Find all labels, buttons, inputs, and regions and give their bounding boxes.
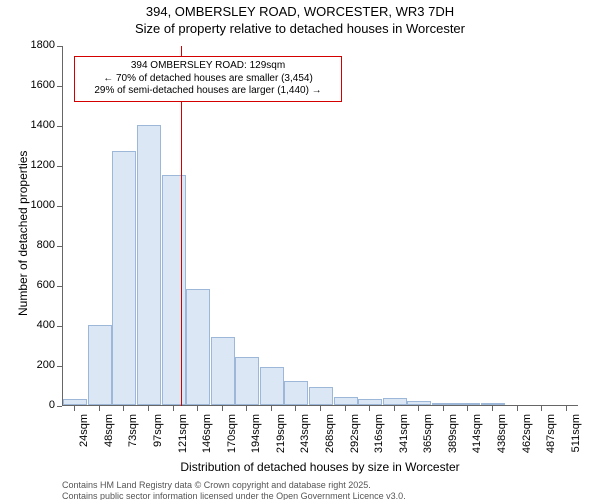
x-tick-label: 219sqm [275,414,287,462]
x-tick-label: 316sqm [373,414,385,462]
y-tick-mark [57,246,62,247]
y-tick-mark [57,86,62,87]
histogram-bar [432,403,456,405]
histogram-bar [260,367,284,405]
annotation-box: 394 OMBERSLEY ROAD: 129sqm ← 70% of deta… [74,56,342,102]
x-tick-label: 365sqm [422,414,434,462]
x-tick-label: 438sqm [496,414,508,462]
histogram-bar [383,398,407,405]
x-tick-label: 243sqm [299,414,311,462]
y-tick-mark [57,286,62,287]
y-tick-label: 1600 [17,79,55,91]
y-tick-mark [57,366,62,367]
footer-line2: Contains public sector information licen… [62,491,406,500]
annotation-line2: ← 70% of detached houses are smaller (3,… [81,73,335,86]
x-tick-mark [197,406,198,411]
x-tick-mark [517,406,518,411]
x-tick-label: 487sqm [545,414,557,462]
x-tick-label: 97sqm [152,414,164,462]
x-tick-label: 146sqm [201,414,213,462]
x-tick-mark [295,406,296,411]
x-tick-mark [173,406,174,411]
histogram-bar [112,151,136,405]
x-tick-label: 462sqm [521,414,533,462]
y-tick-label: 400 [17,319,55,331]
histogram-bar [235,357,259,405]
histogram-bar [186,289,210,405]
y-tick-label: 1000 [17,199,55,211]
x-tick-label: 511sqm [570,414,582,462]
x-tick-mark [148,406,149,411]
x-tick-mark [271,406,272,411]
x-tick-label: 389sqm [447,414,459,462]
x-tick-label: 24sqm [78,414,90,462]
x-tick-mark [99,406,100,411]
histogram-bar [211,337,235,405]
annotation-line3: 29% of semi-detached houses are larger (… [81,85,335,98]
title-sub: Size of property relative to detached ho… [0,21,600,36]
x-tick-label: 341sqm [398,414,410,462]
y-tick-label: 1200 [17,159,55,171]
y-tick-mark [57,326,62,327]
x-tick-mark [418,406,419,411]
annotation-line1: 394 OMBERSLEY ROAD: 129sqm [81,60,335,73]
x-tick-mark [123,406,124,411]
y-tick-label: 1800 [17,39,55,51]
histogram-bar [481,403,505,405]
histogram-bar [309,387,333,405]
histogram-bar [284,381,308,405]
x-tick-mark [541,406,542,411]
footer-line1: Contains HM Land Registry data © Crown c… [62,480,371,490]
x-tick-mark [222,406,223,411]
x-tick-mark [394,406,395,411]
x-tick-mark [492,406,493,411]
y-tick-label: 800 [17,239,55,251]
y-axis-label: Number of detached properties [16,151,30,316]
histogram-bar [407,401,431,405]
x-tick-mark [369,406,370,411]
histogram-bar [456,403,480,405]
x-tick-label: 73sqm [127,414,139,462]
chart-container: 394, OMBERSLEY ROAD, WORCESTER, WR3 7DH … [0,0,600,500]
histogram-bar [334,397,358,405]
x-tick-label: 121sqm [177,414,189,462]
histogram-bar [63,399,87,405]
x-tick-label: 292sqm [349,414,361,462]
x-tick-mark [443,406,444,411]
y-tick-mark [57,166,62,167]
title-main: 394, OMBERSLEY ROAD, WORCESTER, WR3 7DH [0,4,600,19]
x-tick-mark [246,406,247,411]
title-block: 394, OMBERSLEY ROAD, WORCESTER, WR3 7DH … [0,4,600,36]
y-tick-label: 200 [17,359,55,371]
x-tick-mark [345,406,346,411]
y-tick-mark [57,406,62,407]
x-tick-label: 268sqm [324,414,336,462]
x-tick-label: 194sqm [250,414,262,462]
y-tick-mark [57,206,62,207]
histogram-bar [137,125,161,405]
x-tick-label: 414sqm [471,414,483,462]
x-tick-label: 48sqm [103,414,115,462]
x-tick-label: 170sqm [226,414,238,462]
x-tick-mark [467,406,468,411]
x-tick-mark [74,406,75,411]
x-tick-mark [320,406,321,411]
x-tick-mark [566,406,567,411]
y-tick-label: 600 [17,279,55,291]
histogram-bar [88,325,112,405]
x-axis-label: Distribution of detached houses by size … [62,460,578,474]
histogram-bar [358,399,382,405]
y-tick-label: 1400 [17,119,55,131]
y-tick-mark [57,46,62,47]
y-tick-label: 0 [17,399,55,411]
y-tick-mark [57,126,62,127]
